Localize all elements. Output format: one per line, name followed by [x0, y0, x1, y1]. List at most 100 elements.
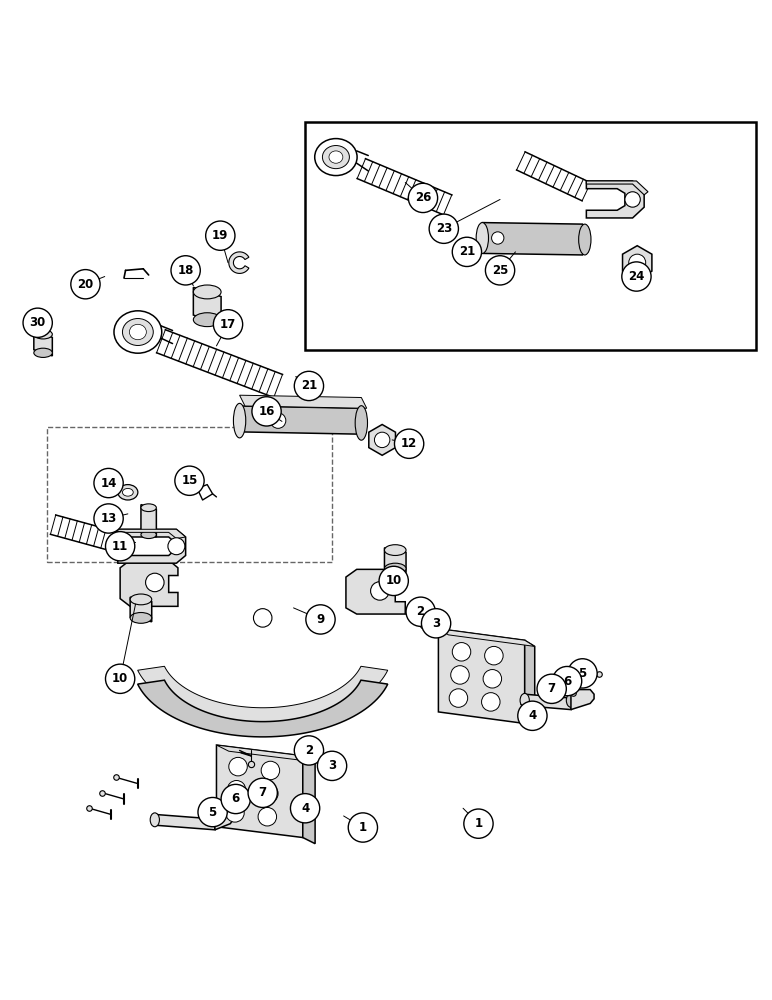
Text: 15: 15	[181, 474, 198, 487]
Polygon shape	[229, 252, 249, 273]
Circle shape	[406, 597, 435, 626]
Circle shape	[451, 666, 469, 684]
Circle shape	[371, 582, 389, 600]
Polygon shape	[438, 629, 535, 646]
Polygon shape	[384, 548, 406, 572]
Circle shape	[221, 784, 250, 814]
Bar	[47, 427, 332, 562]
Circle shape	[422, 609, 451, 638]
Ellipse shape	[118, 485, 138, 500]
Circle shape	[429, 214, 459, 243]
Circle shape	[290, 794, 320, 823]
Text: 25: 25	[492, 264, 508, 277]
Text: 4: 4	[528, 709, 537, 722]
Text: 14: 14	[100, 477, 117, 490]
Polygon shape	[303, 756, 315, 844]
Text: 3: 3	[328, 759, 336, 772]
Text: 23: 23	[435, 222, 452, 235]
Circle shape	[537, 674, 567, 703]
Circle shape	[248, 778, 277, 807]
Polygon shape	[137, 680, 388, 737]
Ellipse shape	[355, 406, 367, 440]
Ellipse shape	[233, 403, 245, 438]
Text: 30: 30	[29, 316, 46, 329]
Circle shape	[23, 308, 52, 337]
Circle shape	[106, 532, 135, 561]
Circle shape	[146, 573, 164, 592]
Polygon shape	[215, 810, 233, 830]
Text: 9: 9	[317, 613, 324, 626]
Circle shape	[464, 809, 493, 838]
Text: 13: 13	[100, 512, 117, 525]
Polygon shape	[216, 745, 303, 838]
Text: 2: 2	[305, 744, 313, 757]
Circle shape	[168, 538, 185, 555]
Ellipse shape	[123, 319, 154, 345]
Ellipse shape	[476, 223, 489, 253]
Circle shape	[227, 781, 245, 799]
FancyBboxPatch shape	[305, 122, 756, 350]
Ellipse shape	[315, 139, 357, 176]
Text: 18: 18	[178, 264, 194, 277]
Polygon shape	[525, 694, 571, 710]
Ellipse shape	[130, 613, 152, 623]
Ellipse shape	[579, 224, 591, 255]
Text: 7: 7	[547, 682, 556, 695]
Circle shape	[213, 310, 242, 339]
Polygon shape	[587, 181, 644, 218]
Circle shape	[485, 646, 503, 665]
Polygon shape	[438, 629, 525, 723]
Polygon shape	[34, 331, 52, 356]
Polygon shape	[118, 529, 185, 539]
Circle shape	[174, 466, 204, 495]
Circle shape	[225, 804, 244, 822]
Ellipse shape	[151, 813, 160, 827]
Polygon shape	[239, 406, 361, 434]
Circle shape	[553, 666, 582, 696]
Text: 7: 7	[259, 786, 267, 799]
Ellipse shape	[141, 531, 157, 539]
Ellipse shape	[323, 146, 350, 169]
Ellipse shape	[329, 151, 343, 163]
Circle shape	[492, 232, 504, 244]
Circle shape	[205, 221, 235, 250]
Circle shape	[261, 761, 279, 780]
Circle shape	[452, 237, 482, 267]
Text: 3: 3	[432, 617, 440, 630]
Polygon shape	[118, 529, 185, 563]
Ellipse shape	[34, 330, 52, 339]
Text: 12: 12	[401, 437, 417, 450]
Circle shape	[568, 659, 598, 688]
Circle shape	[348, 813, 378, 842]
Polygon shape	[239, 395, 367, 408]
Ellipse shape	[384, 563, 406, 574]
Text: 6: 6	[232, 792, 240, 805]
Polygon shape	[120, 560, 178, 606]
Ellipse shape	[193, 285, 221, 299]
Ellipse shape	[130, 594, 152, 605]
Polygon shape	[369, 424, 395, 455]
Ellipse shape	[193, 313, 221, 327]
Circle shape	[252, 397, 281, 426]
Text: 16: 16	[259, 405, 275, 418]
Polygon shape	[525, 640, 535, 730]
Circle shape	[71, 270, 100, 299]
Circle shape	[294, 736, 323, 765]
Circle shape	[258, 807, 276, 826]
Text: 2: 2	[417, 605, 425, 618]
Circle shape	[625, 192, 640, 207]
Circle shape	[379, 566, 408, 596]
Ellipse shape	[114, 311, 162, 353]
Circle shape	[621, 262, 651, 291]
Polygon shape	[137, 666, 388, 723]
Text: 10: 10	[385, 574, 402, 587]
Circle shape	[486, 256, 515, 285]
Text: 26: 26	[415, 191, 432, 204]
Ellipse shape	[567, 693, 576, 707]
Text: 1: 1	[475, 817, 482, 830]
Text: 24: 24	[628, 270, 645, 283]
Circle shape	[94, 504, 124, 533]
Text: 10: 10	[112, 672, 128, 685]
Polygon shape	[216, 745, 315, 762]
Circle shape	[294, 371, 323, 401]
